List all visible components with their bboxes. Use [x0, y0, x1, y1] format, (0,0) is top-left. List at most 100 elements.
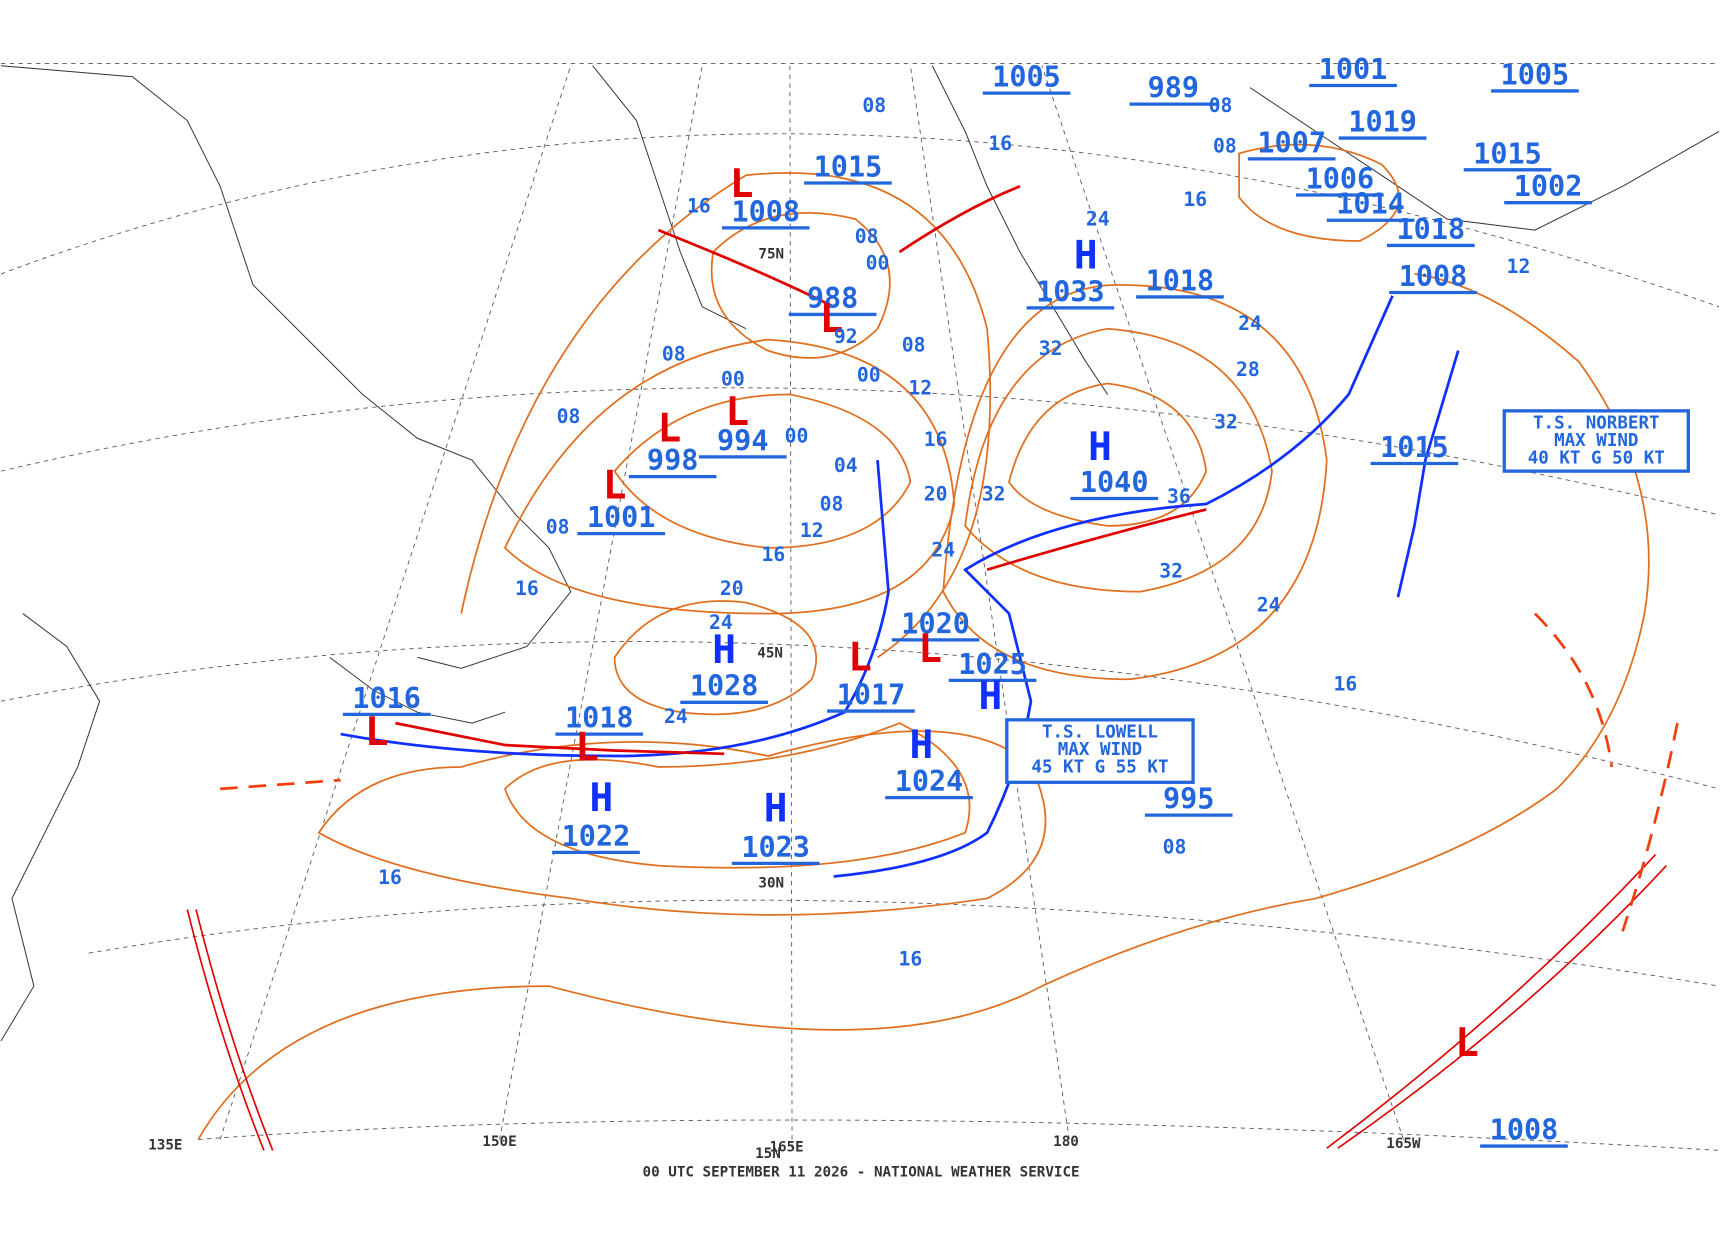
center-pressure: 1023 — [741, 831, 810, 864]
isobar-label: 24 — [664, 705, 688, 728]
isobar-label: 08 — [1213, 134, 1237, 157]
pressure-label: 1008 — [1399, 260, 1468, 293]
grid-label: 165E — [769, 1140, 803, 1156]
isobar-label: 32 — [1159, 559, 1183, 582]
storm-text: MAX WIND — [1058, 740, 1142, 760]
pressure-label: 1006 — [1306, 162, 1375, 195]
center-pressure: 1017 — [837, 679, 906, 712]
graticule — [0, 65, 1720, 1153]
center-pressure: 1008 — [731, 195, 800, 228]
low-symbol: L — [820, 296, 844, 342]
low-symbol: L — [603, 463, 627, 509]
low-symbol: L — [575, 724, 599, 770]
isobar-label: 16 — [515, 577, 539, 600]
low-symbol: L — [1455, 1020, 1479, 1066]
low-symbol: L — [657, 406, 681, 452]
storm-text: T.S. NORBERT — [1533, 413, 1660, 433]
isobar-label: 16 — [1183, 188, 1207, 211]
isobar-label: 32 — [1214, 410, 1238, 433]
isobar-label: 16 — [687, 195, 711, 218]
isobar-label: 16 — [378, 866, 402, 889]
center-pressure: 1028 — [690, 670, 759, 703]
center-pressure: 994 — [717, 424, 768, 457]
isobar-label: 16 — [762, 543, 786, 566]
low-symbol: L — [365, 709, 389, 755]
isobar-label: 16 — [924, 428, 948, 451]
footer: 00 UTC SEPTEMBER 11 2026 - NATIONAL WEAT… — [643, 1165, 1080, 1181]
pressure-label: 1018 — [1397, 213, 1466, 246]
isobar-label: 12 — [1507, 255, 1531, 278]
isobar-label: 08 — [557, 405, 581, 428]
isobar-label: 24 — [1086, 208, 1110, 231]
high-symbol: H — [1074, 232, 1098, 278]
pressure-label: 1002 — [1514, 170, 1583, 203]
pressure-label: 989 — [1148, 72, 1199, 105]
high-symbol: H — [712, 627, 736, 673]
pressure-label: 1019 — [1348, 105, 1417, 138]
center-pressure: 1001 — [587, 501, 656, 534]
isobar-label: 08 — [1209, 94, 1233, 117]
center-pressure: 1008 — [1490, 1113, 1559, 1146]
isobar-label: 12 — [908, 376, 932, 399]
high-symbol: H — [590, 775, 614, 821]
isobar-label: 08 — [902, 334, 926, 357]
grid-label: 180 — [1053, 1134, 1079, 1150]
pressure-label: 1015 — [814, 150, 883, 183]
isobar-label: 08 — [662, 342, 686, 365]
isobar-label: 08 — [855, 225, 879, 248]
isobar-label: 08 — [546, 516, 570, 539]
grid-label: 165W — [1386, 1136, 1421, 1152]
isobar-label: 00 — [866, 252, 890, 275]
center-pressure: 1025 — [958, 648, 1027, 681]
pressure-label: 1005 — [1501, 58, 1570, 91]
isobar-label: 16 — [1333, 672, 1357, 695]
center-pressure: 1020 — [901, 607, 970, 640]
low-symbol: L — [918, 626, 942, 672]
grid-label: 135E — [148, 1137, 182, 1153]
isobar-label: 24 — [1238, 312, 1262, 335]
isobar-label: 04 — [834, 454, 858, 477]
center-pressure: 1022 — [562, 820, 631, 853]
high-symbol: H — [909, 722, 933, 768]
storm-text: 40 KT G 50 KT — [1528, 448, 1665, 468]
high-symbol: H — [1088, 424, 1112, 470]
low-symbol: L — [725, 389, 749, 435]
high-symbol: H — [764, 786, 788, 832]
coastlines — [0, 65, 1720, 1042]
isobar-label: 12 — [800, 519, 824, 542]
isobar-label: 00 — [721, 368, 745, 391]
grid-label: 150E — [482, 1134, 516, 1150]
fronts — [186, 184, 1679, 1151]
pressure-label: 1014 — [1336, 188, 1405, 221]
pressure-label: 1015 — [1380, 431, 1449, 464]
pressure-label: 1015 — [1473, 137, 1542, 170]
pressure-label: 1007 — [1257, 126, 1326, 159]
isobar-label: 00 — [785, 425, 809, 448]
isobar-label: 08 — [862, 94, 886, 117]
grid-label: 75N — [758, 247, 784, 263]
low-symbol: L — [848, 635, 872, 681]
isobar-label: 36 — [1167, 485, 1191, 508]
center-pressure: 1016 — [352, 682, 421, 715]
isobar-label: 92 — [834, 325, 858, 348]
center-pressure: 998 — [647, 444, 698, 477]
pressure-label: 995 — [1163, 783, 1214, 816]
low-symbol: L — [730, 161, 754, 207]
labels: 1028H1022H1023H1024H1025H1033H1040H1016L… — [148, 53, 1690, 1181]
center-pressure: 988 — [807, 282, 858, 315]
isobar-label: 32 — [1039, 337, 1063, 360]
grid-label: 45N — [757, 645, 783, 661]
pressure-label: 1001 — [1319, 53, 1388, 86]
storm-box — [1005, 718, 1195, 784]
isobar-label: 32 — [982, 483, 1006, 506]
storm-box — [1502, 409, 1690, 473]
storm-text: 45 KT G 55 KT — [1031, 757, 1168, 777]
isobar-label: 16 — [988, 132, 1012, 155]
center-pressure: 1018 — [565, 702, 634, 735]
pressure-label: 1005 — [992, 61, 1061, 94]
storm-text: T.S. LOWELL — [1042, 722, 1158, 742]
center-pressure: 1040 — [1080, 466, 1149, 499]
